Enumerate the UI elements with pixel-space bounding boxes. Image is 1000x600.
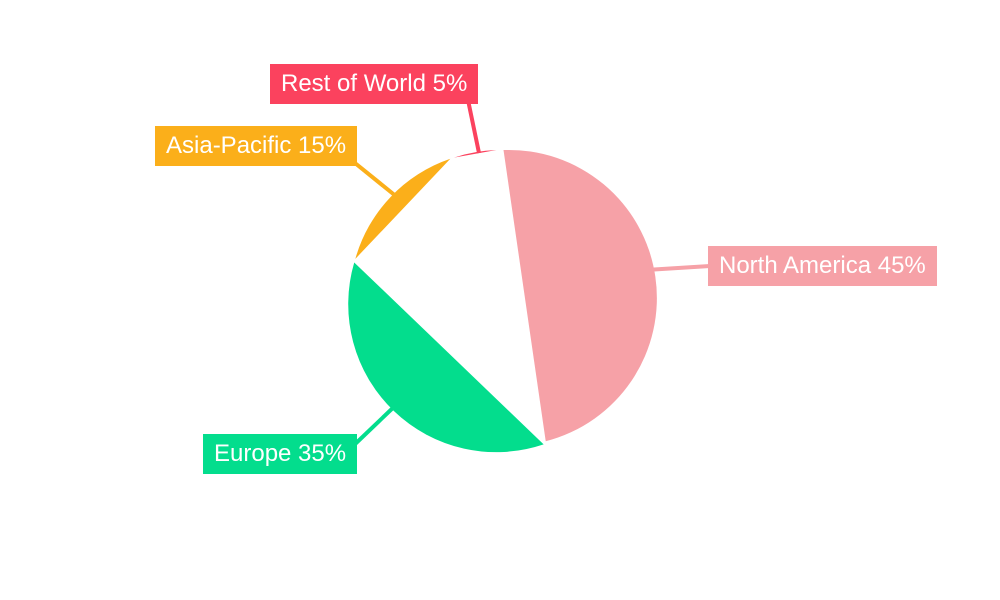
pie-slice-rest-of-world[interactable]	[453, 150, 497, 158]
leader-line-rest-of-world	[466, 99, 481, 154]
pie-label-rest-of-world[interactable]: Rest of World 5%	[270, 64, 479, 104]
leader-line-asia-pacific	[348, 157, 399, 199]
pie-label-north-america[interactable]: North America 45%	[708, 246, 937, 286]
pie-slice-europe[interactable]	[348, 262, 544, 453]
pie-label-rest-of-world-text: Rest of World 5%	[281, 70, 468, 97]
pie-slice-north-america[interactable]	[503, 149, 657, 442]
leader-line-europe	[350, 402, 399, 449]
pie-label-europe-text: Europe 35%	[214, 440, 347, 467]
pie-slice-asia-pacific[interactable]	[355, 158, 451, 259]
pie-label-asia-pacific[interactable]: Asia-Pacific 15%	[155, 126, 358, 166]
pie-label-north-america-text: North America 45%	[719, 252, 926, 279]
leader-line-north-america	[645, 264, 711, 272]
pie-label-asia-pacific-text: Asia-Pacific 15%	[166, 132, 347, 159]
pie-label-europe[interactable]: Europe 35%	[203, 434, 358, 474]
